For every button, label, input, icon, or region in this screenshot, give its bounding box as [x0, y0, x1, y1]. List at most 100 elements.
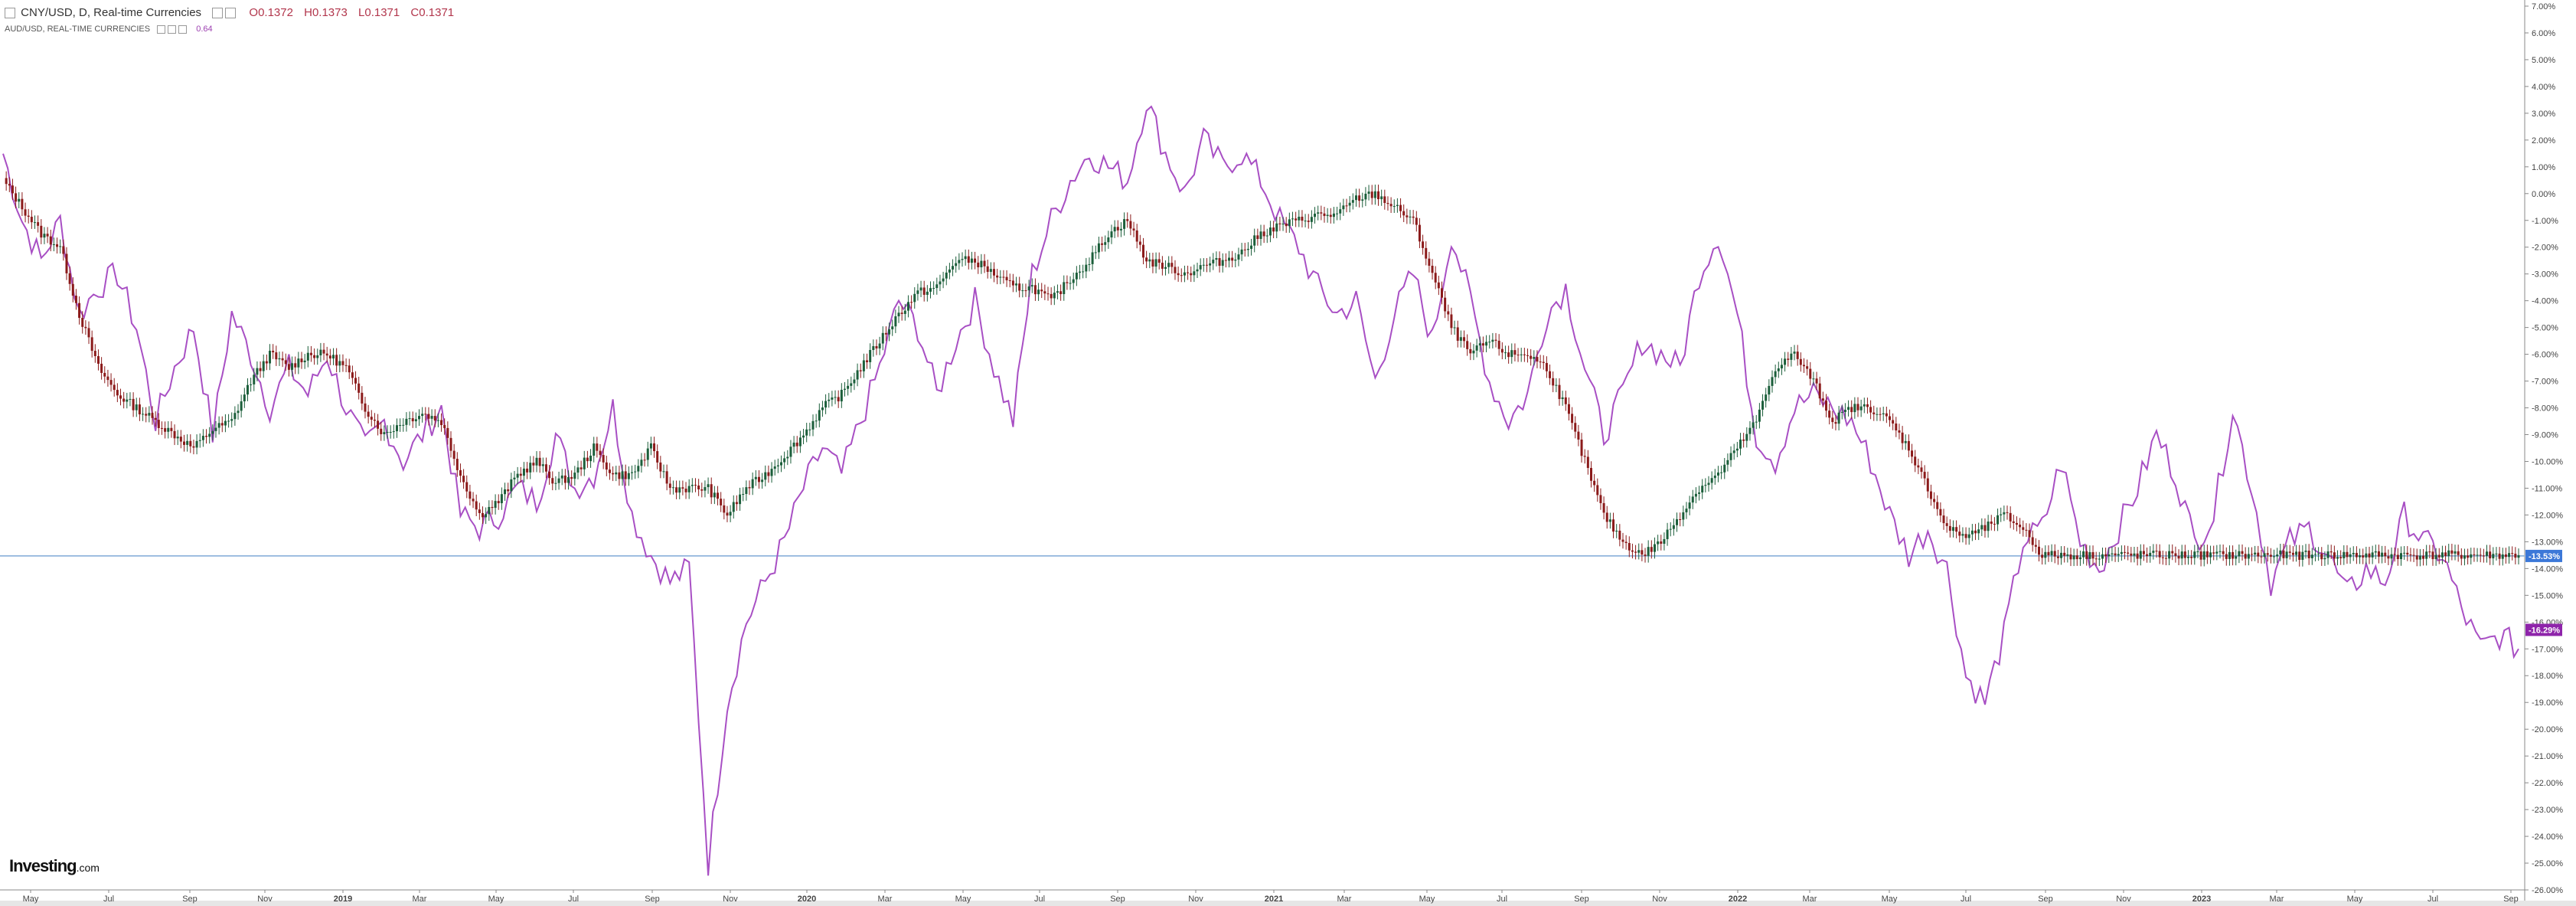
cny-candle — [284, 360, 287, 365]
compare-symbol-label[interactable]: AUD/USD, REAL-TIME CURRENCIES — [5, 25, 151, 34]
close-icon-2[interactable] — [178, 25, 188, 34]
cny-candle — [1138, 241, 1141, 245]
cny-candle — [1892, 420, 1895, 424]
cny-candle — [192, 446, 195, 448]
cny-candle — [189, 440, 192, 446]
cny-candle — [1577, 431, 1580, 440]
cny-candle — [344, 365, 348, 366]
cny-candle — [1030, 285, 1033, 287]
cny-candle — [735, 502, 738, 505]
cny-candle — [1990, 521, 1993, 524]
cny-candle — [751, 479, 754, 489]
cny-candle — [593, 443, 596, 456]
cny-candle — [27, 215, 30, 218]
settings-icon[interactable] — [212, 8, 224, 19]
x-tick-label: Nov — [1188, 895, 1203, 904]
cny-candle — [2209, 552, 2212, 558]
cny-candle — [386, 432, 389, 433]
cny-candle — [316, 355, 319, 358]
cny-candle — [1676, 518, 1679, 525]
cny-candle — [1412, 216, 1415, 218]
cny-candle — [2146, 554, 2149, 557]
cny-candle — [1843, 410, 1846, 412]
visibility-icon[interactable] — [157, 25, 166, 34]
symbol-label[interactable]: CNY/USD, D, Real-time Currencies — [21, 6, 202, 19]
cny-candle — [1907, 440, 1910, 451]
cny-candle — [596, 443, 599, 451]
cny-candle — [761, 479, 764, 482]
cny-candle — [313, 355, 316, 358]
settings-icon-2[interactable] — [168, 25, 177, 34]
cny-candle — [430, 416, 433, 419]
cny-candle — [1637, 550, 1641, 553]
cny-candle — [2202, 551, 2205, 560]
cny-candle — [1663, 538, 1666, 545]
cny-candle — [897, 312, 900, 317]
cny-candle — [170, 427, 173, 431]
cny-candle — [573, 473, 576, 479]
collapse-icon[interactable] — [5, 8, 15, 19]
cny-candle — [1129, 221, 1132, 229]
cny-candle — [1409, 216, 1412, 218]
close-value: C0.1371 — [410, 6, 455, 19]
cny-candle — [2225, 554, 2228, 559]
cny-candle — [1275, 223, 1278, 232]
cny-candle — [875, 345, 878, 348]
cny-candle — [522, 468, 525, 476]
cny-candle — [186, 440, 189, 445]
cny-candle — [2482, 555, 2485, 557]
scrollbar[interactable] — [0, 901, 2576, 906]
cny-candle — [551, 478, 554, 484]
cny-candle — [2390, 554, 2393, 559]
cny-candle — [1631, 550, 1634, 552]
x-tick-label: Sep — [1110, 895, 1125, 904]
cny-candle — [2190, 557, 2193, 558]
cny-candle — [1456, 327, 1459, 341]
cny-value-tag — [2525, 549, 2562, 562]
cny-candle — [1840, 411, 1843, 413]
close-icon[interactable] — [225, 8, 237, 19]
cny-candle — [1716, 472, 1719, 476]
cny-candle — [2298, 551, 2301, 560]
cny-candle — [1812, 378, 1815, 380]
cny-candle — [1485, 342, 1488, 346]
cny-candle — [815, 420, 818, 422]
cny-candle — [1996, 515, 2000, 525]
cny-candle — [1472, 350, 1475, 354]
cny-candle — [2463, 555, 2466, 559]
y-tick-label: 2.00% — [2532, 136, 2555, 146]
cny-candle — [687, 486, 691, 492]
cny-candle — [465, 482, 469, 492]
low-value: L0.1371 — [358, 6, 400, 19]
cny-candle — [1784, 358, 1787, 365]
cny-candle — [2444, 552, 2447, 557]
cny-candle — [2120, 551, 2123, 554]
cny-candle — [2387, 556, 2390, 559]
cny-candle — [955, 263, 958, 267]
cny-candle — [1386, 203, 1389, 204]
cny-candle — [389, 431, 392, 433]
cny-candle — [605, 462, 608, 470]
cny-candle — [2066, 554, 2069, 556]
cny-candle — [983, 260, 986, 267]
cny-candle — [840, 389, 843, 402]
cny-candle — [2418, 555, 2421, 560]
cny-candle — [732, 502, 735, 512]
cny-candle — [1250, 245, 1253, 249]
cny-candle — [2437, 554, 2441, 558]
cny-candle — [5, 178, 8, 185]
cny-candle — [2196, 551, 2199, 553]
cny-candle — [1571, 414, 1574, 424]
cny-candle — [2307, 550, 2310, 558]
cny-candle — [798, 437, 802, 446]
cny-candle — [2425, 551, 2428, 559]
cny-candle — [1682, 512, 1685, 520]
cny-candle — [1555, 384, 1558, 386]
y-tick-label: 5.00% — [2532, 56, 2555, 65]
cny-candle — [1704, 485, 1707, 486]
cny-candle — [2422, 555, 2425, 559]
cny-candle — [2266, 553, 2269, 555]
cny-candle — [1132, 228, 1135, 231]
cny-candle — [694, 485, 697, 486]
